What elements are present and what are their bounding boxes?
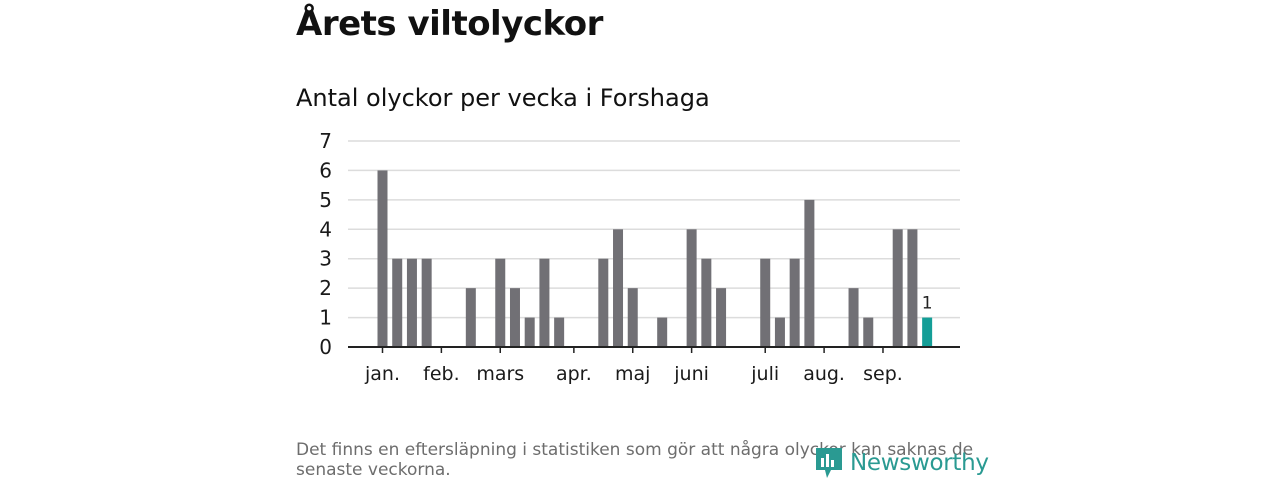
bar: [760, 258, 771, 347]
bar: [598, 258, 609, 347]
bar: [701, 258, 712, 347]
bar: [406, 258, 417, 347]
chart-subtitle: Antal olyckor per vecka i Forshaga: [296, 84, 710, 112]
bar-highlight: [922, 317, 933, 347]
y-tick-label: 6: [319, 158, 332, 182]
bar: [495, 258, 506, 347]
y-tick-label: 5: [319, 188, 332, 212]
bar: [421, 258, 432, 347]
y-tick-label: 1: [319, 306, 332, 330]
y-tick-label: 3: [319, 247, 332, 271]
bar: [554, 317, 565, 347]
bar: [789, 258, 800, 347]
x-tick-label: aug.: [803, 363, 845, 385]
footnote: Det finns en eftersläpning i statistiken…: [296, 440, 974, 480]
y-tick-label: 0: [319, 335, 332, 359]
bar: [539, 258, 550, 347]
bar: [716, 288, 727, 347]
bar: [657, 317, 668, 347]
bar: [465, 288, 476, 347]
x-tick-label: sep.: [863, 363, 903, 385]
newsworthy-chart-icon: [816, 448, 842, 478]
bar: [524, 317, 535, 347]
x-tick-label: juli: [750, 363, 779, 385]
x-tick-label: juni: [673, 363, 709, 385]
bar: [848, 288, 859, 347]
bar: [613, 229, 624, 347]
bar: [392, 258, 403, 347]
x-tick-label: jan.: [364, 363, 400, 385]
page-title: Årets viltolyckor: [296, 4, 603, 44]
y-tick-label: 2: [319, 276, 332, 300]
y-tick-label: 7: [319, 129, 332, 153]
bar: [627, 288, 638, 347]
x-tick-label: feb.: [423, 363, 459, 385]
y-tick-label: 4: [319, 217, 332, 241]
bar: [509, 288, 520, 347]
x-tick-label: maj: [615, 363, 650, 385]
bar-chart: 0 1 2 3 4 5 6 7 1 jan. feb. mars apr. maj juni juli aug.…: [319, 129, 960, 385]
bar: [377, 170, 388, 347]
bar: [774, 317, 785, 347]
x-tick-label: mars: [476, 363, 524, 385]
bar: [686, 229, 697, 347]
logo-text: Newsworthy: [850, 450, 989, 476]
data-label: 1: [922, 294, 933, 314]
bar: [907, 229, 918, 347]
bar: [863, 317, 874, 347]
newsworthy-logo[interactable]: Newsworthy: [814, 446, 989, 480]
bar: [804, 199, 815, 347]
bar: [892, 229, 903, 347]
x-tick-label: apr.: [556, 363, 592, 385]
